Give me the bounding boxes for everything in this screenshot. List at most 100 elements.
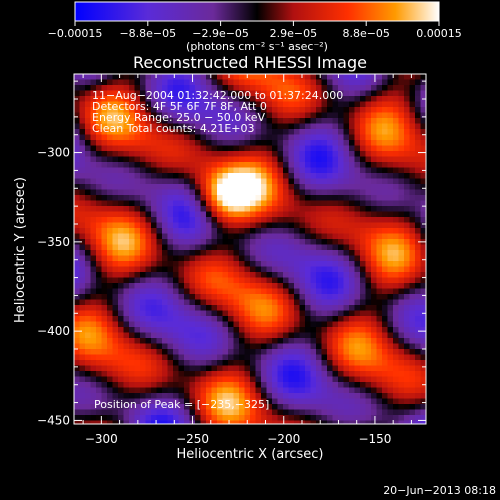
heatmap-cell [354,393,361,399]
heatmap-cell [398,316,405,322]
heatmap-cell [415,96,421,102]
heatmap-cell [387,310,394,317]
heatmap-cell [360,365,366,372]
heatmap-cell [277,393,284,399]
heatmap-cell [134,266,141,273]
heatmap-cell [90,74,97,80]
heatmap-cell [145,74,152,80]
heatmap-cell [167,387,174,394]
y-tick-label: −350 [37,235,70,249]
heatmap-cell [310,261,317,267]
heatmap-cell [189,338,196,344]
heatmap-cell [338,85,344,91]
heatmap-cell [266,415,273,421]
heatmap-cell [178,129,185,135]
heatmap-cell [288,250,295,256]
heatmap-cell [316,365,322,372]
heatmap-cell [211,134,218,141]
heatmap-cell [255,167,262,174]
heatmap-cell [420,134,426,141]
heatmap-cell [398,415,405,421]
heatmap-cell [398,327,405,333]
heatmap-cell [371,74,377,80]
heatmap-cell [332,162,339,168]
heatmap-cell [173,321,179,328]
heatmap-cell [101,272,108,278]
heatmap-cell [360,266,366,273]
heatmap-cell [387,365,394,372]
heatmap-cell [420,376,426,383]
heatmap-cell [156,393,163,399]
heatmap-cell [123,255,130,262]
heatmap-cell [195,283,201,289]
heatmap-cell [343,409,350,416]
heatmap-cell [118,85,124,91]
heatmap-cell [107,173,113,179]
heatmap-cell [327,90,333,97]
heatmap-cell [217,101,223,108]
heatmap-cell [200,211,207,218]
heatmap-cell [250,387,256,394]
heatmap-cell [173,96,179,102]
heatmap-cell [365,387,372,394]
heatmap-cell [349,228,355,234]
heatmap-cell [189,272,196,278]
heatmap-cell [184,112,190,119]
heatmap-cell [255,156,262,163]
heatmap-cell [343,371,350,377]
heatmap-cell [376,261,383,267]
heatmap-cell [255,162,262,168]
heatmap-cell [332,129,339,135]
heatmap-cell [338,360,344,366]
heatmap-cell [233,173,240,179]
heatmap-cell [349,360,355,366]
heatmap-cell [365,382,372,388]
heatmap-cell [266,250,273,256]
heatmap-cell [360,244,366,251]
heatmap-cell [371,288,377,295]
heatmap-cell [299,200,306,207]
heatmap-cell [156,354,163,361]
heatmap-cell [206,376,212,383]
heatmap-cell [382,327,388,333]
heatmap-cell [239,129,245,135]
heatmap-cell [112,151,119,157]
heatmap-cell [156,299,163,306]
heatmap-cell [360,332,366,339]
heatmap-cell [376,382,383,388]
heatmap-cell [288,349,295,355]
heatmap-cell [134,404,141,410]
heatmap-cell [74,233,80,240]
heatmap-cell [112,277,119,284]
heatmap-cell [283,173,289,179]
heatmap-cell [338,365,344,372]
heatmap-cell [288,365,295,372]
heatmap-cell [343,288,350,295]
heatmap-cell [151,140,157,146]
heatmap-cell [365,101,372,108]
heatmap-cell [184,255,190,262]
heatmap-cell [338,387,344,394]
heatmap-cell [233,79,240,86]
heatmap-cell [299,294,306,300]
heatmap-cell [376,90,383,97]
heatmap-cell [404,310,410,317]
heatmap-cell [415,343,421,350]
heatmap-cell [195,79,201,86]
heatmap-cell [376,283,383,289]
heatmap-cell [305,338,311,344]
heatmap-cell [283,107,289,113]
heatmap-cell [101,162,108,168]
heatmap-cell [371,189,377,196]
heatmap-cell [206,371,212,377]
heatmap-cell [123,305,130,311]
heatmap-cell [349,420,355,424]
heatmap-cell [360,217,366,223]
heatmap-cell [112,167,119,174]
heatmap-cell [250,206,256,212]
heatmap-cell [409,321,416,328]
heatmap-cell [189,244,196,251]
heatmap-cell [250,310,256,317]
heatmap-cell [360,173,366,179]
heatmap-cell [398,409,405,416]
